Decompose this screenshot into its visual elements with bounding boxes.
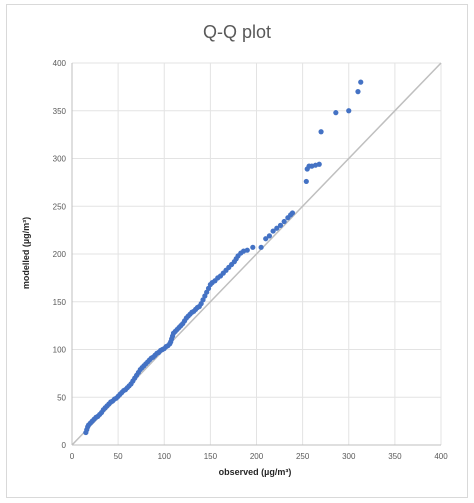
data-points — [83, 79, 364, 436]
data-point — [274, 225, 280, 231]
y-tick-label: 350 — [53, 107, 67, 116]
x-tick-label: 300 — [342, 452, 356, 461]
data-point — [270, 228, 276, 234]
data-point — [355, 89, 361, 95]
x-tick-labels: 0 50 100 150 200 250 300 350 400 — [70, 452, 448, 461]
data-point — [316, 161, 322, 167]
x-tick-label: 150 — [204, 452, 218, 461]
data-point — [333, 110, 339, 116]
x-tick-label: 250 — [296, 452, 310, 461]
data-point — [266, 233, 273, 239]
gridlines — [72, 62, 442, 445]
x-tick-label: 350 — [388, 452, 402, 461]
data-point — [281, 218, 287, 225]
data-point — [303, 178, 309, 185]
y-tick-label: 200 — [53, 250, 67, 259]
axes — [71, 63, 441, 446]
y-tick-label: 300 — [53, 155, 67, 164]
data-point — [258, 244, 264, 250]
y-tick-label: 150 — [53, 298, 67, 307]
data-point — [277, 222, 284, 228]
x-tick-label: 0 — [70, 452, 75, 461]
y-tick-labels: 0 50 100 150 200 250 300 350 400 — [53, 59, 67, 450]
data-point — [289, 210, 296, 216]
y-tick-label: 250 — [53, 202, 67, 211]
x-tick-label: 200 — [250, 452, 264, 461]
y-tick-label: 100 — [53, 346, 67, 355]
chart-title: Q-Q plot — [202, 22, 272, 42]
x-tick-label: 400 — [434, 452, 448, 461]
y-tick-label: 50 — [57, 393, 66, 402]
data-point — [318, 129, 324, 135]
x-tick-label: 50 — [114, 452, 123, 461]
data-point — [244, 247, 250, 253]
data-point — [358, 79, 364, 85]
data-point — [346, 108, 352, 114]
data-point — [263, 236, 269, 242]
data-point — [250, 244, 256, 250]
chart-frame — [6, 4, 468, 498]
x-axis-label: observed (µg/m³) — [218, 467, 292, 477]
y-tick-label: 0 — [62, 441, 67, 450]
x-tick-label: 100 — [158, 452, 172, 461]
y-tick-label: 400 — [53, 59, 67, 68]
